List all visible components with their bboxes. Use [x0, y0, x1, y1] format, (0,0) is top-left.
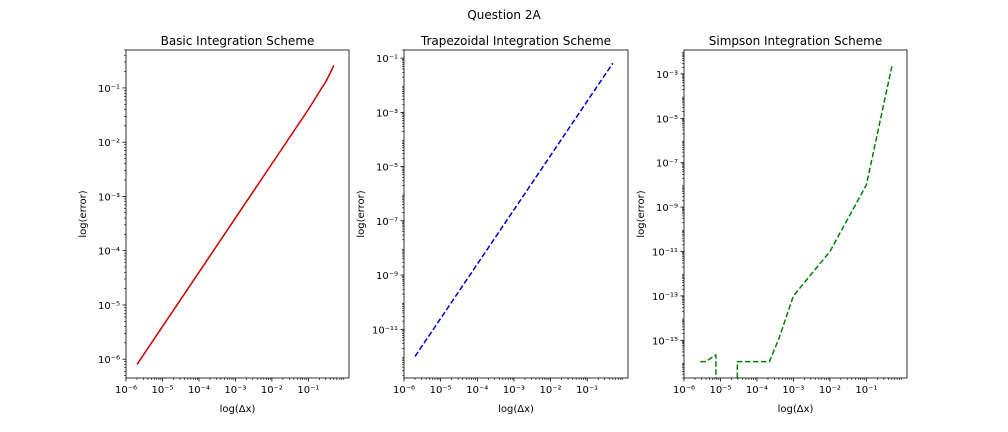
x-tick-label: 10⁻⁶ [115, 385, 137, 396]
y-tick-label: 10⁻¹⁵ [652, 336, 678, 347]
y-tick-label: 10⁻³ [656, 70, 678, 81]
y-tick-label: 10⁻⁹ [656, 203, 678, 214]
y-tick-label: 10⁻⁶ [98, 355, 120, 366]
y-axis-label: log(error) [78, 190, 89, 237]
y-tick-label: 10⁻¹³ [652, 292, 678, 303]
x-axis-label: log(Δx) [778, 404, 814, 415]
x-tick-label: 10⁻³ [503, 385, 525, 396]
series-line [736, 66, 893, 378]
series-line [700, 354, 717, 378]
chart-title: Basic Integration Scheme [161, 34, 315, 48]
chart-title: Trapezoidal Integration Scheme [420, 34, 611, 48]
y-axis-label: log(error) [356, 190, 367, 237]
x-tick-label: 10⁻¹ [576, 385, 598, 396]
y-tick-label: 10⁻¹ [98, 84, 120, 95]
x-tick-label: 10⁻⁵ [709, 385, 731, 396]
x-tick-label: 10⁻² [540, 385, 562, 396]
x-tick-label: 10⁻³ [224, 385, 246, 396]
x-axis-label: log(Δx) [220, 404, 256, 415]
plot-frame [403, 49, 629, 379]
y-tick-label: 10⁻¹¹ [652, 248, 678, 259]
y-tick-label: 10⁻⁵ [376, 163, 398, 174]
x-tick-label: 10⁻⁴ [746, 385, 768, 396]
x-tick-label: 10⁻⁶ [393, 385, 415, 396]
figure-title: Question 2A [467, 8, 541, 22]
plot-frame [125, 49, 350, 379]
x-tick-label: 10⁻¹ [855, 385, 877, 396]
y-tick-label: 10⁻⁵ [98, 301, 120, 312]
x-tick-label: 10⁻² [261, 385, 283, 396]
x-tick-label: 10⁻⁵ [430, 385, 452, 396]
charts-container: Basic Integration Scheme 10⁻⁶ 10⁻⁵ 10⁻⁴ 10⁻³… [78, 34, 908, 415]
chart-panel-2: Trapezoidal Integration Scheme 10⁻⁶ 10⁻⁵ 10… [356, 34, 629, 415]
y-tick-label: 10⁻⁷ [376, 217, 398, 228]
x-tick-label: 10⁻¹ [297, 385, 319, 396]
chart-title: Simpson Integration Scheme [709, 34, 882, 48]
y-tick-label: 10⁻² [98, 138, 120, 149]
y-axis-label: log(error) [636, 190, 647, 237]
chart-panel-3: Simpson Integration Scheme 10⁻⁶ 10⁻⁵ 10⁻⁴ 10… [636, 34, 908, 415]
x-tick-label: 10⁻⁴ [188, 385, 210, 396]
y-tick-label: 10⁻⁷ [656, 159, 678, 170]
y-tick-label: 10⁻⁵ [656, 114, 678, 125]
plot-frame [683, 49, 908, 379]
x-tick-label: 10⁻² [819, 385, 841, 396]
series-line [414, 62, 614, 357]
y-tick-label: 10⁻³ [98, 192, 120, 203]
x-tick-label: 10⁻⁴ [466, 385, 488, 396]
chart-panel-1: Basic Integration Scheme 10⁻⁶ 10⁻⁵ 10⁻⁴ 10⁻³… [78, 34, 350, 415]
x-tick-label: 10⁻⁵ [151, 385, 173, 396]
x-tick-label: 10⁻³ [782, 385, 804, 396]
y-tick-label: 10⁻¹ [376, 54, 398, 65]
y-tick-label: 10⁻⁹ [376, 271, 398, 282]
y-tick-label: 10⁻³ [376, 108, 398, 119]
x-tick-label: 10⁻⁶ [673, 385, 695, 396]
y-tick-label: 10⁻¹¹ [372, 325, 398, 336]
x-axis-label: log(Δx) [498, 404, 534, 415]
y-tick-label: 10⁻⁴ [98, 247, 120, 258]
series-line [136, 65, 335, 365]
